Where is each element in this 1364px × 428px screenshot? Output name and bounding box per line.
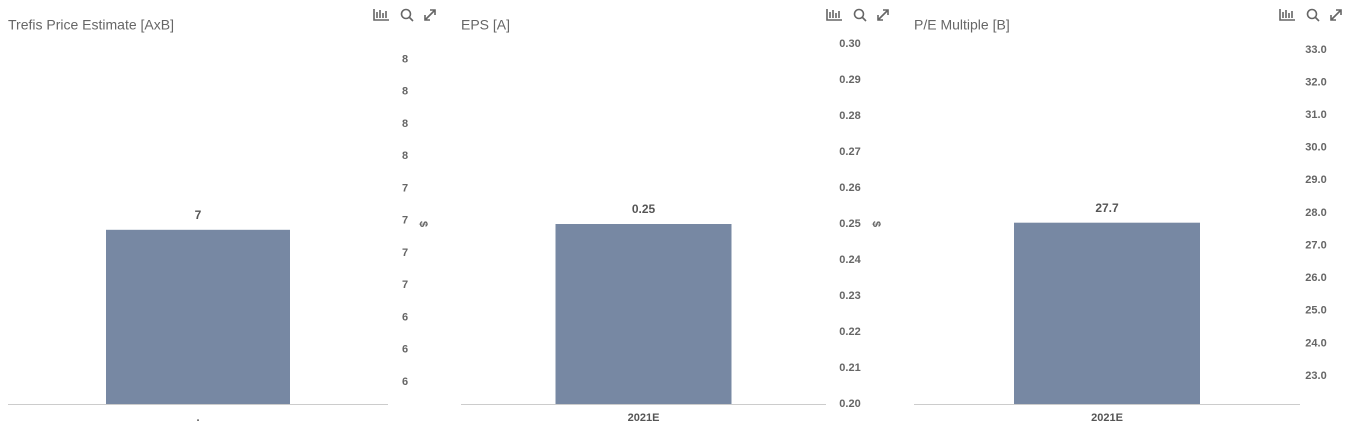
expand-icon[interactable] xyxy=(424,9,436,21)
toolbar-3[interactable] xyxy=(1279,8,1342,22)
zoom-icon-handle xyxy=(408,16,414,22)
y-tick-label: 30.0 xyxy=(1305,142,1326,154)
y-tick-label: 8 xyxy=(402,53,408,65)
chart-icon[interactable] xyxy=(373,9,389,21)
bar xyxy=(555,224,732,404)
y-tick-label: 0.26 xyxy=(839,182,860,194)
y-tick-label: 33.0 xyxy=(1305,44,1326,56)
zoom-icon[interactable] xyxy=(400,8,412,20)
y-tick-label: 7 xyxy=(402,247,408,259)
data-label: 0.25 xyxy=(632,202,656,216)
y-tick-label: 0.25 xyxy=(839,218,860,230)
chart-icon[interactable] xyxy=(826,9,842,21)
toolbar-1[interactable] xyxy=(373,8,436,22)
y-tick-label: 25.0 xyxy=(1305,305,1326,317)
data-label: 7 xyxy=(195,208,202,222)
chart-title: EPS [A] xyxy=(461,17,510,33)
y-tick-label: 6 xyxy=(402,376,408,388)
y-tick-label: 6 xyxy=(402,344,408,356)
y-tick-label: 32.0 xyxy=(1305,76,1326,88)
y-tick-label: 8 xyxy=(402,150,408,162)
x-tick-label: 2021E xyxy=(628,412,660,424)
expand-icon[interactable] xyxy=(1330,9,1342,21)
y-axis-label: $ xyxy=(870,221,882,227)
y-tick-label: 29.0 xyxy=(1305,174,1326,186)
bar xyxy=(1014,222,1200,404)
chart-title: Trefis Price Estimate [AxB] xyxy=(8,17,174,33)
x-tick-label: . xyxy=(196,412,199,424)
y-tick-label: 0.23 xyxy=(839,290,860,302)
chart-title: P/E Multiple [B] xyxy=(914,17,1010,33)
x-tick-label: 2021E xyxy=(1091,412,1123,424)
y-tick-label: 23.0 xyxy=(1305,370,1326,382)
y-tick-label: 8 xyxy=(402,86,408,98)
y-tick-label: 26.0 xyxy=(1305,272,1326,284)
expand-icon[interactable] xyxy=(877,9,889,21)
y-tick-label: 0.29 xyxy=(839,74,860,86)
y-tick-label: 0.24 xyxy=(839,254,861,266)
zoom-icon[interactable] xyxy=(1306,8,1318,20)
bar xyxy=(106,229,290,404)
toolbar-2[interactable] xyxy=(826,8,889,22)
y-tick-label: 0.22 xyxy=(839,326,860,338)
zoom-icon-handle xyxy=(1314,16,1320,22)
y-tick-label: 8 xyxy=(402,118,408,130)
y-tick-label: 7 xyxy=(402,215,408,227)
y-tick-label: 27.0 xyxy=(1305,239,1326,251)
y-tick-label: 0.21 xyxy=(839,362,860,374)
y-tick-label: 0.20 xyxy=(839,398,860,410)
data-label: 27.7 xyxy=(1095,201,1119,215)
y-tick-label: 0.27 xyxy=(839,146,860,158)
y-axis-label: $ xyxy=(417,221,429,227)
y-tick-label: 6 xyxy=(402,311,408,323)
y-tick-label: 24.0 xyxy=(1305,337,1326,349)
chart-icon[interactable] xyxy=(1279,9,1295,21)
zoom-icon[interactable] xyxy=(853,8,865,20)
zoom-icon-handle xyxy=(861,16,867,22)
y-tick-label: 7 xyxy=(402,182,408,194)
y-tick-label: 7 xyxy=(402,279,408,291)
y-tick-label: 31.0 xyxy=(1305,109,1326,121)
y-tick-label: 28.0 xyxy=(1305,207,1326,219)
y-tick-label: 0.30 xyxy=(839,38,860,50)
y-tick-label: 0.28 xyxy=(839,110,860,122)
